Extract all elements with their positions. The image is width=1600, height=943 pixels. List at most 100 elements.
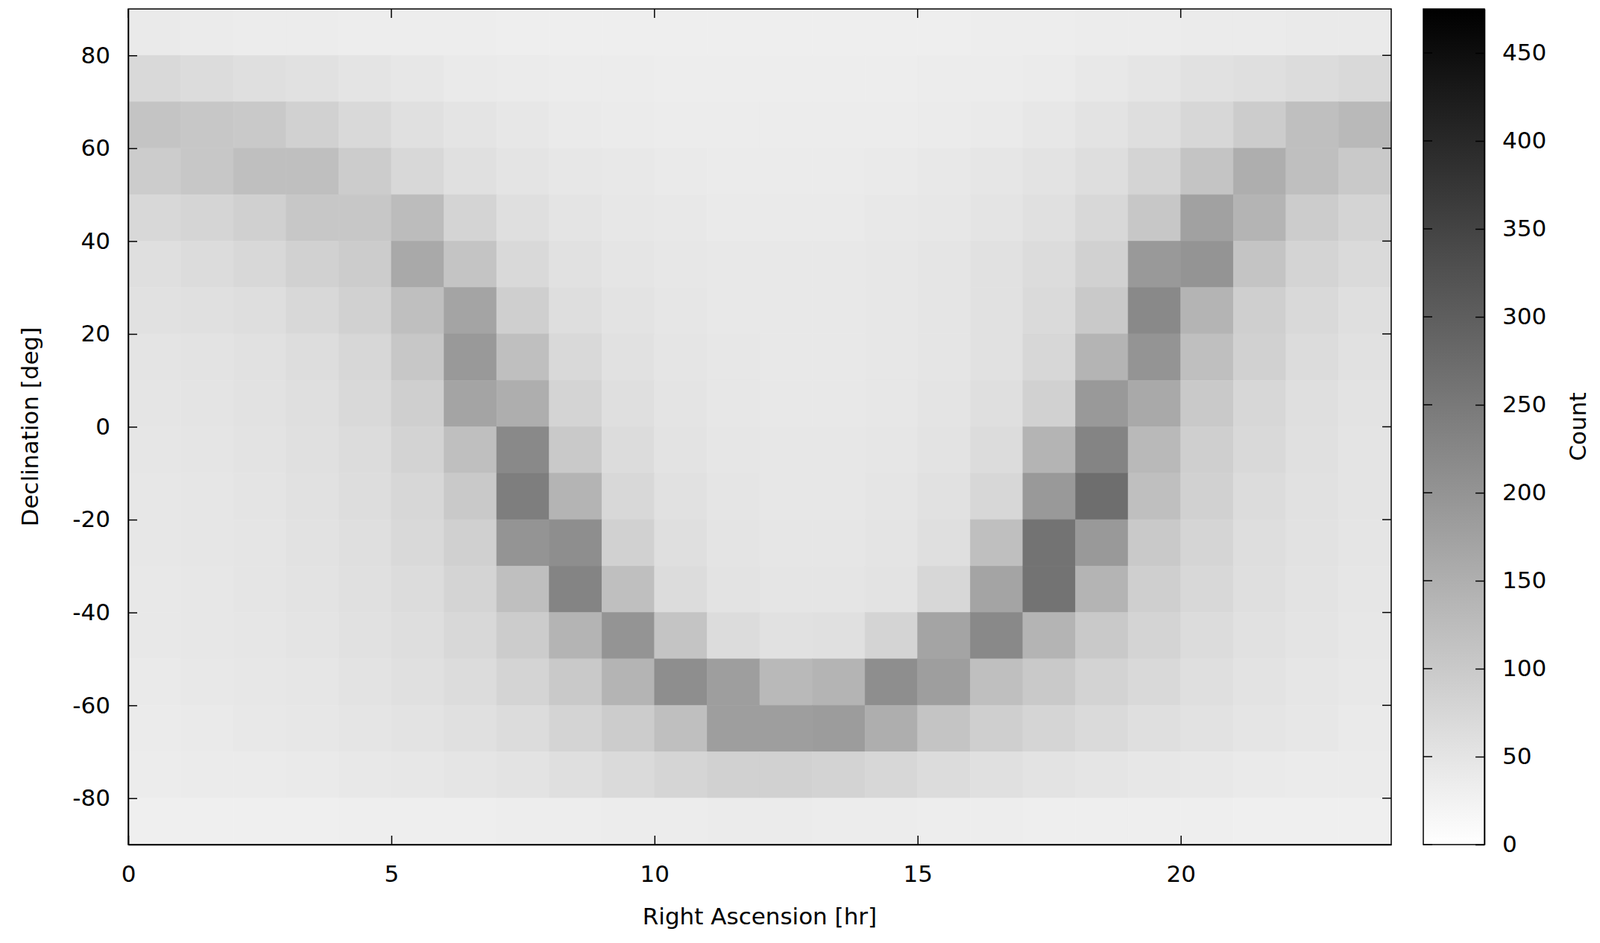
cell (181, 148, 235, 195)
cell (917, 473, 971, 520)
cell (444, 612, 498, 660)
cell (1233, 194, 1287, 241)
cell (233, 55, 287, 102)
cell (233, 287, 287, 335)
cell (549, 334, 603, 381)
cell (1180, 565, 1234, 613)
tick: 40 (81, 227, 138, 255)
cell (864, 612, 918, 660)
cell (864, 427, 918, 474)
cell (654, 798, 708, 845)
tick-mark (654, 835, 657, 845)
cell (969, 194, 1023, 241)
tick-mark (128, 148, 138, 150)
cell (706, 473, 760, 520)
tick-label: 0 (1502, 830, 1518, 858)
tick-mark (1475, 52, 1485, 55)
cell (864, 148, 918, 195)
cell (338, 102, 392, 149)
cell (864, 380, 918, 427)
cell (1128, 8, 1181, 56)
cell (1286, 287, 1340, 335)
cell (1075, 519, 1129, 566)
tick-mark (1475, 844, 1485, 847)
cell (549, 148, 603, 195)
cell (549, 8, 603, 56)
cell (601, 240, 655, 288)
cell (1022, 102, 1076, 149)
cell (444, 659, 498, 706)
cell (338, 287, 392, 335)
tick: 400 (1475, 126, 1547, 154)
cell (917, 612, 971, 660)
cell (391, 194, 445, 241)
cell (1180, 287, 1234, 335)
cell (338, 8, 392, 56)
cell (759, 240, 813, 288)
cell (1180, 798, 1234, 845)
cell (706, 427, 760, 474)
cell (1233, 798, 1287, 845)
cell (969, 473, 1023, 520)
cell (917, 194, 971, 241)
cell (1286, 798, 1340, 845)
cells (128, 8, 1392, 845)
cell (706, 705, 760, 752)
tick: -60 (72, 691, 138, 719)
cell (1022, 8, 1076, 56)
cell (1022, 55, 1076, 102)
cell (654, 240, 708, 288)
cell (1286, 194, 1340, 241)
cell (391, 798, 445, 845)
tick-mark (1423, 404, 1433, 406)
tick-label: -60 (72, 691, 111, 719)
cell (496, 798, 550, 845)
tick-label: 80 (81, 41, 111, 69)
cell (706, 612, 760, 660)
cell (286, 427, 340, 474)
cell (444, 380, 498, 427)
cell (812, 427, 866, 474)
tick-mark (1475, 228, 1485, 231)
cell (181, 55, 235, 102)
cell (969, 751, 1023, 798)
cell (1338, 705, 1392, 752)
cell (864, 102, 918, 149)
y-axis-title: Declination [deg] (16, 327, 44, 528)
cell (128, 380, 182, 427)
cell (1128, 519, 1181, 566)
cell (1128, 565, 1181, 613)
cell (496, 240, 550, 288)
cell (654, 194, 708, 241)
cell (812, 8, 866, 56)
cell (496, 380, 550, 427)
tick-mark (653, 8, 656, 18)
cell (1286, 612, 1340, 660)
cell (233, 427, 287, 474)
cell (181, 612, 235, 660)
cell (338, 55, 392, 102)
cell (759, 751, 813, 798)
cell (444, 334, 498, 381)
cell (128, 194, 182, 241)
cell (601, 55, 655, 102)
tick: -40 (72, 598, 138, 626)
cell (286, 287, 340, 335)
cell (233, 751, 287, 798)
cell (233, 612, 287, 660)
cell (286, 798, 340, 845)
cell (338, 798, 392, 845)
cell (549, 194, 603, 241)
cell (181, 798, 235, 845)
cell (654, 612, 708, 660)
cell (1338, 380, 1392, 427)
cell (128, 8, 182, 56)
cell (1022, 380, 1076, 427)
cell (1338, 240, 1392, 288)
cell (812, 240, 866, 288)
cell (1022, 287, 1076, 335)
cell (1233, 612, 1287, 660)
cell (654, 334, 708, 381)
cell (338, 334, 392, 381)
cell (706, 148, 760, 195)
